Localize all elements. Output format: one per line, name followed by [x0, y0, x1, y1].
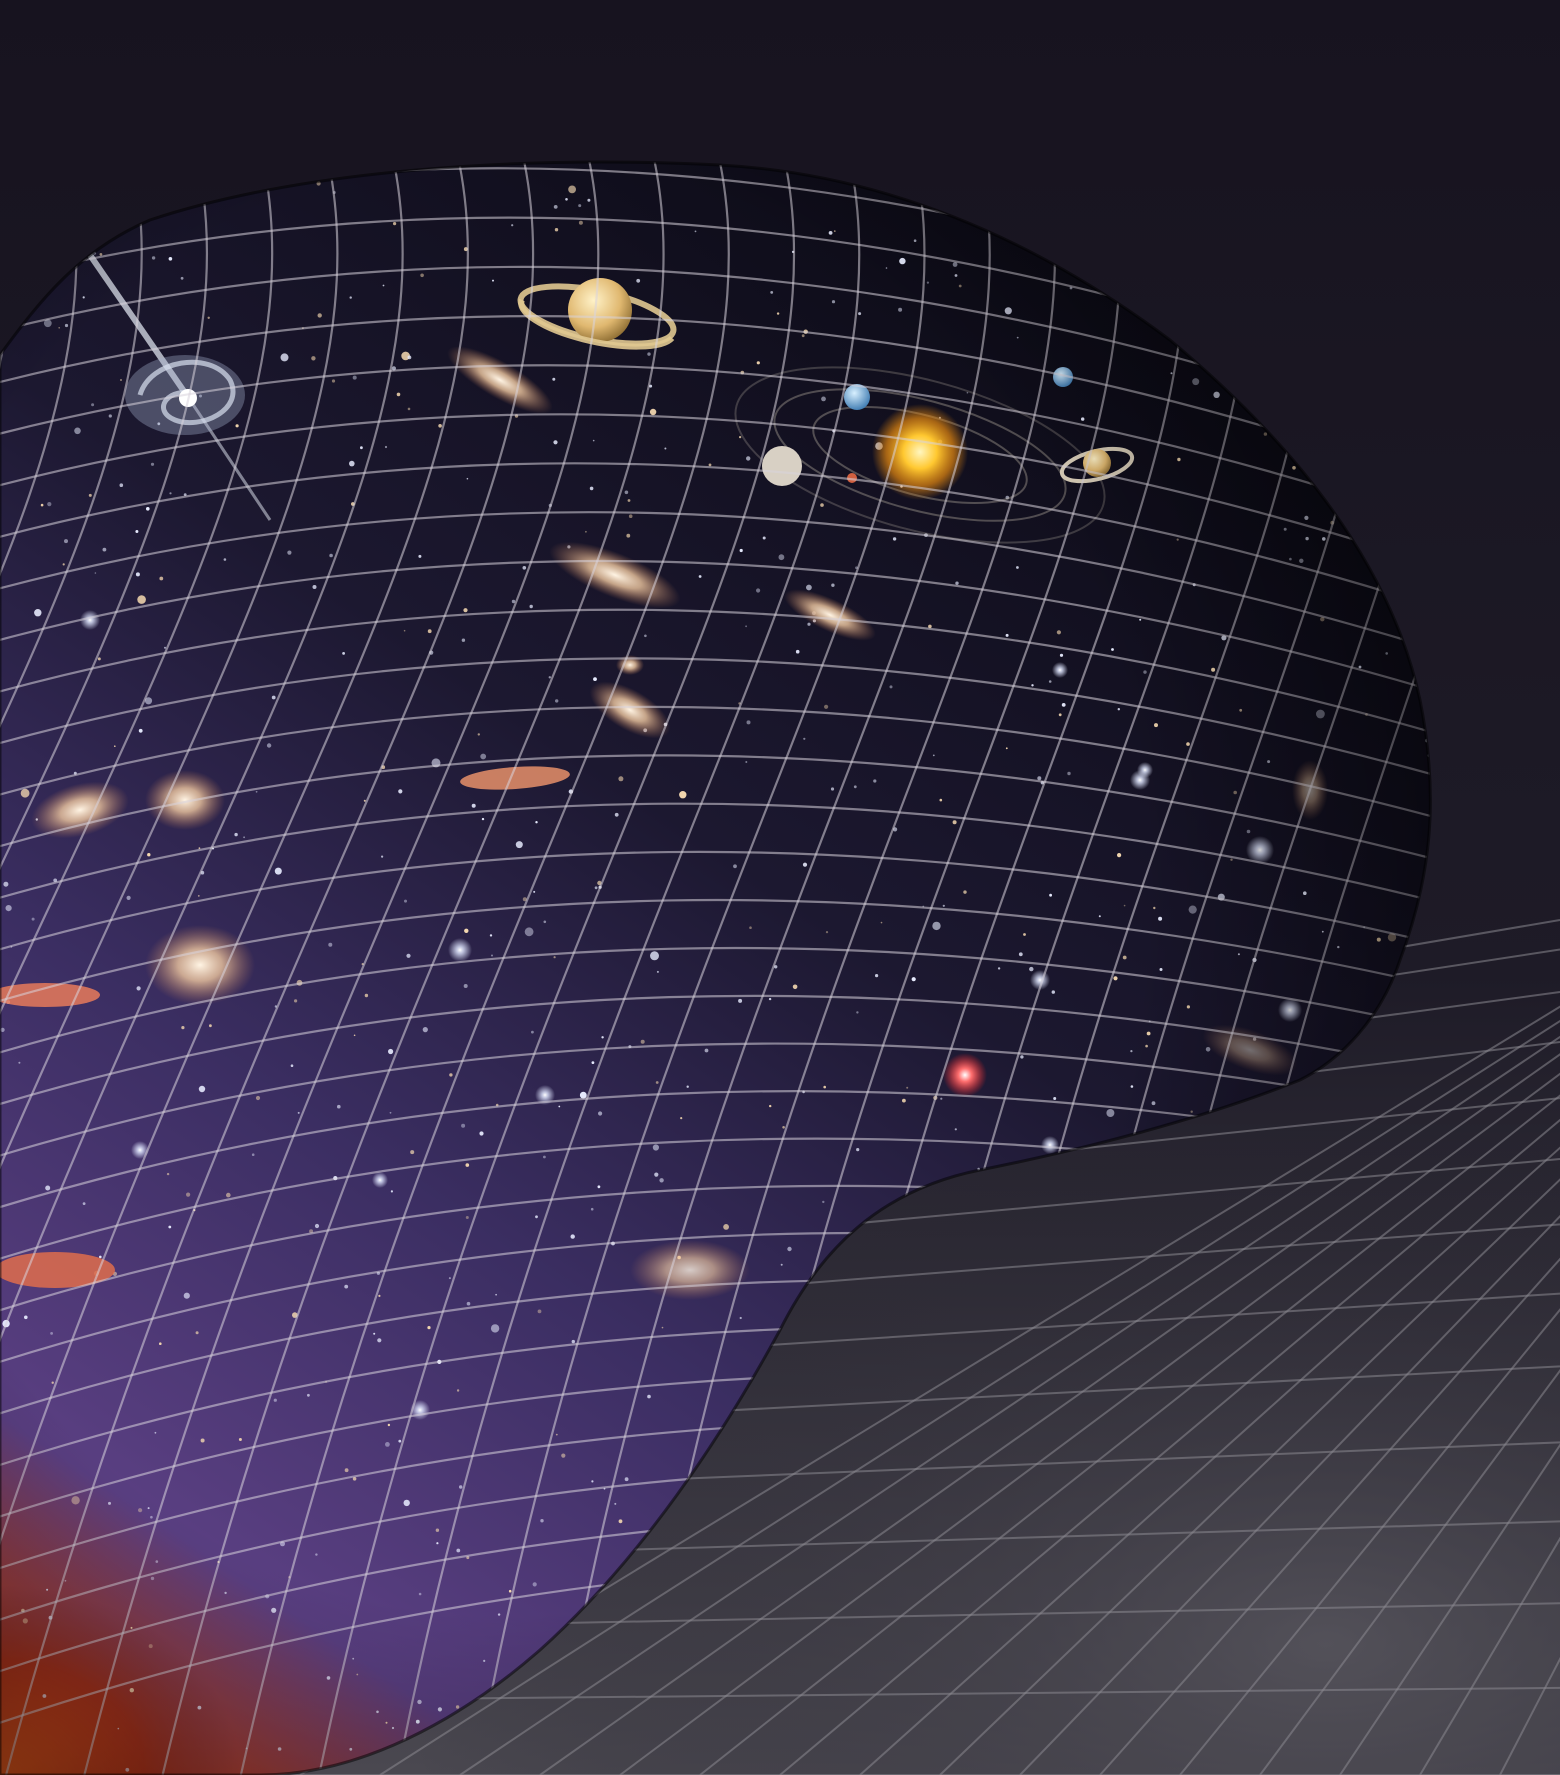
floor-grid-line: [1259, 1368, 1560, 1775]
floor-grid-line: [1099, 1257, 1560, 1775]
floor-grid-line: [1339, 1443, 1560, 1775]
floor-grid-line: [379, 1019, 1560, 1775]
floor-grid-line: [699, 1094, 1560, 1775]
floor-grid-line: [1179, 1308, 1560, 1775]
floor-grid-line: [779, 1118, 1560, 1775]
floor-grid-line: [459, 1035, 1560, 1775]
floor-grid-line: [1019, 1214, 1560, 1775]
floor-grid-line: [539, 1053, 1560, 1775]
floor-grid-line: [859, 1146, 1560, 1775]
floor-grid-line: [619, 1072, 1560, 1775]
floor-grid-line: [939, 1178, 1560, 1775]
floor-grid-line: [1419, 1536, 1560, 1775]
